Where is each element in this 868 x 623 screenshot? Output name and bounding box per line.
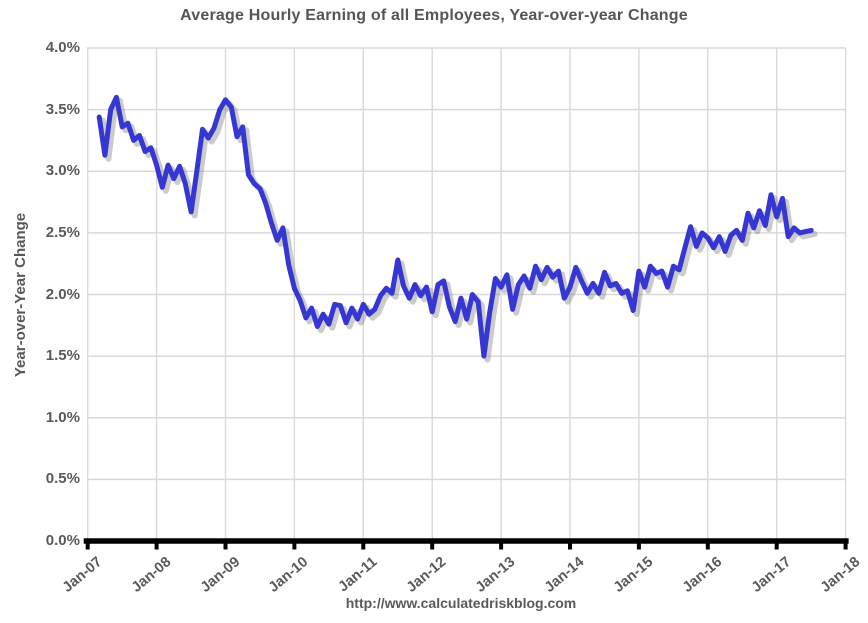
y-tick-label: 2.5%	[45, 223, 80, 241]
y-tick-label: 3.0%	[45, 162, 80, 180]
y-tick-label: 0.0%	[45, 532, 80, 549]
chart-title: Average Hourly Earning of all Employees,…	[180, 7, 688, 24]
y-tick-label: 4.0%	[45, 39, 80, 56]
y-tick-label: 1.5%	[45, 347, 80, 365]
y-tick-label: 2.0%	[45, 285, 80, 303]
source-url: http://www.calculatedriskblog.com	[345, 595, 577, 611]
y-tick-label: 1.0%	[45, 408, 80, 426]
y-tick-label: 0.5%	[45, 470, 80, 488]
data-line	[96, 94, 814, 359]
y-tick-label: 3.5%	[45, 100, 80, 118]
